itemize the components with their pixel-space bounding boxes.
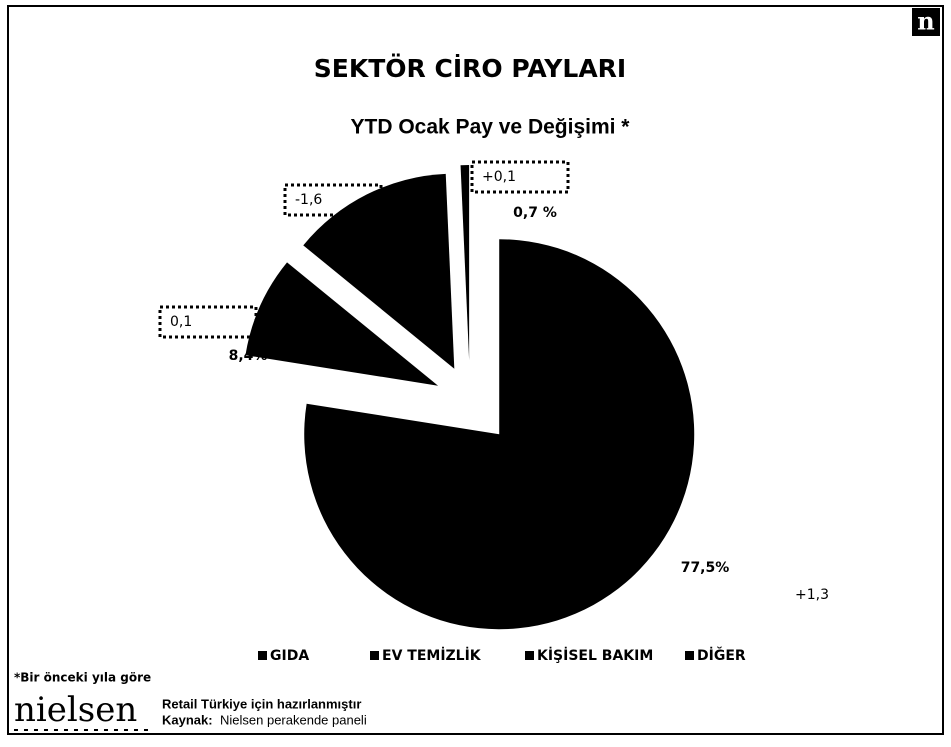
pie-slice (304, 239, 695, 630)
corner-logo-box (912, 8, 940, 36)
chart-subtitle: YTD Ocak Pay ve Değişimi * (351, 116, 631, 139)
source-label: Kaynak: (162, 712, 213, 727)
brand: nielsen (14, 690, 137, 730)
corner-logo: n (917, 7, 934, 36)
legend-swatch (685, 651, 694, 660)
change-label: +1,3 (795, 587, 829, 603)
data-label: 13,4% (321, 228, 370, 244)
chart-title: SEKTÖR CİRO PAYLARI (314, 53, 627, 83)
legend-swatch (525, 651, 534, 660)
legend-label: EV TEMİZLİK (382, 647, 482, 664)
change-label: +0,1 (482, 169, 516, 185)
source: Nielsen perakende paneli (220, 712, 367, 727)
pie-slice (245, 262, 439, 386)
pie-slice (460, 165, 470, 361)
change-label: -1,6 (295, 192, 322, 208)
change-label: 0,1 (170, 314, 192, 330)
legend-label: KİŞİSEL BAKIM (537, 647, 653, 664)
data-label: 77,5% (681, 560, 730, 576)
change-box (158, 305, 258, 339)
data-label: 8,4% (229, 348, 268, 364)
legend-swatch (370, 651, 379, 660)
change-box (470, 160, 570, 194)
credit: Retail Türkiye için hazırlanmıştır (162, 696, 361, 711)
legend-label: DİĞER (697, 646, 746, 664)
change-box (283, 183, 383, 217)
pie-slice (303, 173, 455, 369)
legend-swatch (258, 651, 267, 660)
data-label: 0,7 % (513, 205, 557, 221)
legend-label: GIDA (270, 648, 309, 664)
footnote: *Bir önceki yıla göre (14, 671, 151, 685)
